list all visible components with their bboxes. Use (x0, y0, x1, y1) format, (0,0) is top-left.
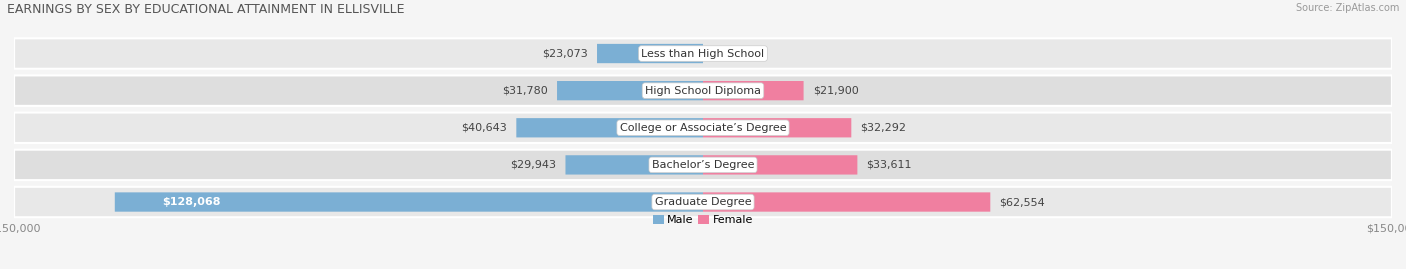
FancyBboxPatch shape (557, 81, 703, 100)
FancyBboxPatch shape (703, 192, 990, 212)
FancyBboxPatch shape (598, 44, 703, 63)
Text: $33,611: $33,611 (866, 160, 912, 170)
Text: $32,292: $32,292 (860, 123, 907, 133)
FancyBboxPatch shape (703, 118, 851, 137)
FancyBboxPatch shape (516, 118, 703, 137)
Text: $40,643: $40,643 (461, 123, 508, 133)
Text: EARNINGS BY SEX BY EDUCATIONAL ATTAINMENT IN ELLISVILLE: EARNINGS BY SEX BY EDUCATIONAL ATTAINMEN… (7, 3, 405, 16)
Legend: Male, Female: Male, Female (648, 211, 758, 230)
FancyBboxPatch shape (14, 75, 1392, 106)
FancyBboxPatch shape (14, 150, 1392, 180)
Text: Source: ZipAtlas.com: Source: ZipAtlas.com (1295, 3, 1399, 13)
Text: College or Associate’s Degree: College or Associate’s Degree (620, 123, 786, 133)
FancyBboxPatch shape (703, 155, 858, 175)
Text: High School Diploma: High School Diploma (645, 86, 761, 96)
Text: $62,554: $62,554 (1000, 197, 1045, 207)
FancyBboxPatch shape (14, 38, 1392, 69)
Text: Less than High School: Less than High School (641, 48, 765, 59)
FancyBboxPatch shape (115, 192, 703, 212)
FancyBboxPatch shape (14, 187, 1392, 217)
FancyBboxPatch shape (565, 155, 703, 175)
FancyBboxPatch shape (703, 81, 804, 100)
Text: $21,900: $21,900 (813, 86, 859, 96)
Text: Graduate Degree: Graduate Degree (655, 197, 751, 207)
Text: $29,943: $29,943 (510, 160, 557, 170)
FancyBboxPatch shape (14, 112, 1392, 143)
Text: $31,780: $31,780 (502, 86, 548, 96)
Text: $23,073: $23,073 (543, 48, 588, 59)
Text: Bachelor’s Degree: Bachelor’s Degree (652, 160, 754, 170)
Text: $0: $0 (717, 48, 731, 59)
Text: $128,068: $128,068 (162, 197, 221, 207)
